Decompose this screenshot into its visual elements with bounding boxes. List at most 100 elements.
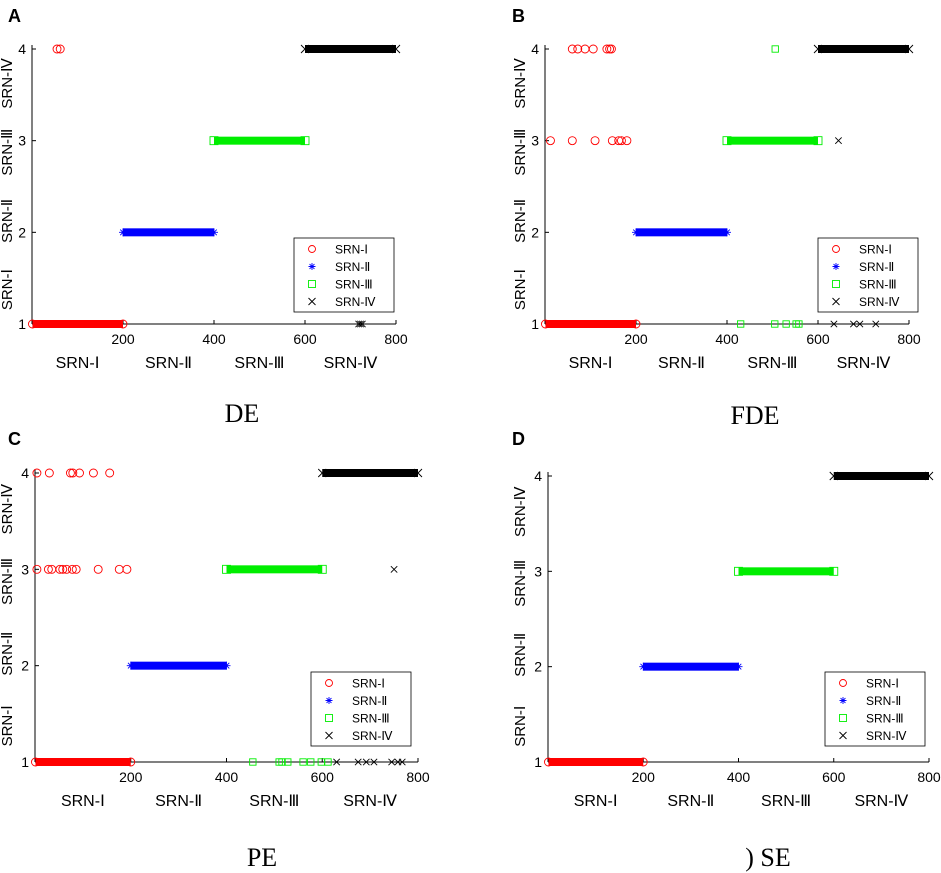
y-tick-label: 3: [21, 561, 29, 577]
series-band: [32, 320, 123, 328]
band-end-marker: [118, 319, 128, 329]
panel-letter: D: [512, 429, 525, 449]
series-band: [818, 45, 909, 53]
data-point: [606, 44, 616, 54]
y-tick-label: 1: [18, 316, 26, 332]
band-end-marker: [632, 228, 640, 237]
series-1: [31, 468, 136, 767]
x-category-label: SRN-Ⅲ: [234, 355, 284, 372]
y-category-label: SRN-Ⅲ: [512, 560, 529, 607]
band-end-marker: [413, 468, 423, 478]
band-end-marker: [391, 44, 401, 54]
data-point: [93, 564, 103, 574]
data-point: [249, 758, 257, 766]
data-point: [88, 468, 98, 478]
legend: SRN-Ⅰ SRN-Ⅱ SRN-Ⅲ SRN-Ⅳ: [824, 671, 926, 747]
legend-entry: SRN-Ⅳ: [352, 729, 392, 743]
x-tick-label: 400: [202, 331, 226, 347]
y-category-label: SRN-Ⅰ: [512, 706, 529, 747]
data-point: [43, 564, 53, 574]
panel-letter: B: [512, 6, 525, 26]
band-end-marker: [317, 564, 327, 574]
data-point: [52, 44, 62, 54]
y-category-label: SRN-Ⅱ: [0, 632, 16, 676]
x-category-label: SRN-Ⅰ: [56, 355, 100, 372]
band-end-marker: [119, 228, 127, 237]
legend-marker: [832, 263, 840, 270]
x-category-label: SRN-Ⅲ: [761, 793, 811, 810]
series-3: [209, 136, 310, 146]
data-point: [55, 44, 65, 54]
x-category-label: SRN-Ⅳ: [343, 793, 397, 810]
y-category-label: SRN-Ⅰ: [512, 269, 529, 310]
band-end-marker: [31, 757, 40, 767]
data-point: [872, 320, 880, 328]
y-tick-label: 4: [534, 468, 542, 484]
legend-marker: [832, 280, 840, 288]
band-end-marker: [631, 319, 641, 329]
data-point: [771, 45, 779, 53]
data-point: [358, 320, 366, 328]
legend-marker: [839, 731, 847, 740]
band-end-marker: [28, 319, 37, 329]
series-2: [632, 228, 731, 237]
y-category-label: SRN-Ⅲ: [0, 558, 16, 605]
data-point: [580, 44, 590, 54]
data-point: [771, 320, 779, 328]
band-end-marker: [544, 757, 553, 767]
series-band: [305, 45, 396, 53]
legend: SRN-Ⅰ SRN-Ⅱ SRN-Ⅲ SRN-Ⅳ: [817, 237, 919, 313]
y-category-label: SRN-Ⅱ: [0, 199, 16, 243]
data-point: [67, 564, 77, 574]
x-tick-label: 400: [215, 769, 239, 785]
legend-marker: [325, 679, 333, 687]
x-tick-label: 800: [897, 331, 921, 347]
x-category-label: SRN-Ⅳ: [837, 355, 891, 372]
series-band: [35, 758, 131, 766]
data-point: [65, 468, 75, 478]
data-point: [307, 758, 315, 766]
y-category-label: SRN-Ⅳ: [0, 58, 16, 109]
legend-entry: SRN-Ⅳ: [335, 295, 375, 309]
series-band: [548, 758, 644, 766]
legend-entry: SRN-Ⅰ: [335, 243, 368, 257]
x-tick-label: 800: [384, 331, 408, 347]
x-category-label: SRN-Ⅲ: [249, 793, 299, 810]
band-end-marker: [638, 757, 648, 767]
legend-entry: SRN-Ⅱ: [352, 694, 387, 708]
band-end-marker: [639, 662, 648, 671]
data-point: [616, 136, 626, 146]
panel-caption: FDE: [730, 401, 779, 430]
data-point: [32, 564, 42, 574]
series-4: [317, 468, 423, 766]
band-end-marker: [222, 564, 231, 574]
band-end-marker: [734, 566, 743, 576]
data-point: [68, 468, 78, 478]
y-tick-label: 4: [531, 41, 539, 57]
legend-entry: SRN-Ⅳ: [859, 295, 899, 309]
data-point: [32, 468, 42, 478]
series-band: [727, 136, 818, 145]
panel-letter: C: [8, 429, 21, 449]
legend-marker: [839, 697, 847, 704]
series-2: [119, 228, 218, 237]
legend-marker: [308, 297, 316, 306]
y-category-label: SRN-Ⅰ: [0, 269, 16, 310]
legend-marker: [839, 679, 847, 687]
legend-entry: SRN-Ⅰ: [866, 677, 899, 691]
panel-caption: PE: [247, 843, 277, 872]
x-tick-label: 800: [406, 769, 430, 785]
legend: SRN-Ⅰ SRN-Ⅱ SRN-Ⅲ SRN-Ⅳ: [310, 671, 412, 747]
data-point: [278, 758, 286, 766]
data-point: [324, 758, 332, 766]
data-point: [122, 564, 132, 574]
legend-entry: SRN-Ⅱ: [866, 694, 901, 708]
data-point: [849, 320, 858, 328]
x-tick-label: 200: [111, 331, 135, 347]
legend-marker: [308, 263, 316, 270]
series-band: [322, 469, 418, 477]
data-point: [114, 564, 124, 574]
y-tick-label: 3: [531, 133, 539, 149]
